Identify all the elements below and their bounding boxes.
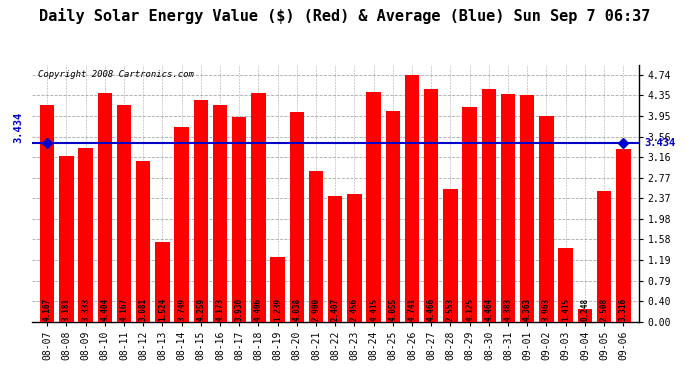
Text: 4.383: 4.383 — [504, 297, 513, 321]
Bar — [290, 112, 304, 322]
Bar — [520, 95, 535, 322]
Text: 4.173: 4.173 — [215, 297, 224, 321]
Text: 2.900: 2.900 — [312, 297, 321, 321]
Text: 1.524: 1.524 — [158, 297, 167, 321]
Bar — [347, 194, 362, 322]
Bar — [578, 309, 592, 322]
Bar — [558, 248, 573, 322]
Bar — [482, 90, 496, 322]
Bar — [59, 156, 74, 322]
Bar — [386, 111, 400, 322]
Text: 4.464: 4.464 — [484, 297, 493, 321]
Bar — [79, 148, 93, 322]
Bar — [194, 100, 208, 322]
Bar — [501, 94, 515, 322]
Text: 4.259: 4.259 — [197, 297, 206, 321]
Bar — [213, 105, 227, 322]
Text: Daily Solar Energy Value ($) (Red) & Average (Blue) Sun Sep 7 06:37: Daily Solar Energy Value ($) (Red) & Ave… — [39, 8, 651, 24]
Bar — [597, 191, 611, 322]
Bar — [117, 105, 131, 322]
Bar — [462, 107, 477, 322]
Text: 1.239: 1.239 — [273, 297, 282, 321]
Bar — [328, 196, 342, 322]
Text: 4.055: 4.055 — [388, 297, 397, 321]
Bar — [309, 171, 323, 322]
Text: 4.741: 4.741 — [408, 297, 417, 321]
Bar — [366, 92, 381, 322]
Bar — [40, 105, 55, 322]
Bar — [136, 161, 150, 322]
Bar — [405, 75, 420, 322]
Text: 4.363: 4.363 — [523, 297, 532, 321]
Text: 4.415: 4.415 — [369, 297, 378, 321]
Text: 2.407: 2.407 — [331, 297, 339, 321]
Bar — [443, 189, 457, 322]
Text: 3.316: 3.316 — [619, 297, 628, 321]
Text: 4.466: 4.466 — [427, 297, 436, 321]
Text: 4.406: 4.406 — [254, 297, 263, 321]
Text: 3.081: 3.081 — [139, 297, 148, 321]
Text: 3.333: 3.333 — [81, 297, 90, 321]
Text: 4.167: 4.167 — [119, 297, 128, 321]
Bar — [175, 127, 189, 322]
Text: 2.456: 2.456 — [350, 297, 359, 321]
Text: 4.038: 4.038 — [293, 297, 302, 321]
Text: 4.167: 4.167 — [43, 297, 52, 321]
Bar — [97, 93, 112, 322]
Text: 3.963: 3.963 — [542, 297, 551, 321]
Text: 1.415: 1.415 — [561, 297, 570, 321]
Bar — [251, 93, 266, 322]
Text: 3.749: 3.749 — [177, 297, 186, 321]
Bar — [232, 117, 246, 322]
Text: 3.434: 3.434 — [644, 138, 676, 148]
Text: Copyright 2008 Cartronics.com: Copyright 2008 Cartronics.com — [38, 70, 194, 79]
Text: 3.434: 3.434 — [13, 112, 23, 143]
Text: 3.181: 3.181 — [62, 297, 71, 321]
Text: 4.404: 4.404 — [100, 297, 109, 321]
Text: 0.248: 0.248 — [580, 297, 589, 321]
Text: 2.553: 2.553 — [446, 297, 455, 321]
Bar — [540, 116, 553, 322]
Bar — [270, 257, 285, 322]
Text: 2.508: 2.508 — [600, 297, 609, 321]
Text: 4.125: 4.125 — [465, 297, 474, 321]
Bar — [424, 89, 438, 322]
Bar — [616, 149, 631, 322]
Bar — [155, 242, 170, 322]
Text: 3.930: 3.930 — [235, 297, 244, 321]
